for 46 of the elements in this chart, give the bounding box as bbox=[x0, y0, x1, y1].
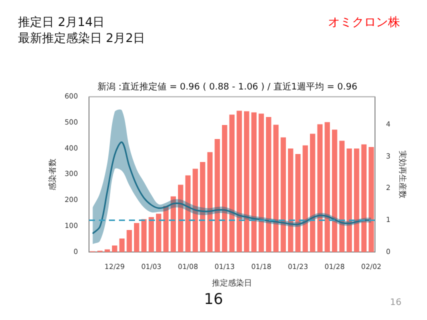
bar bbox=[324, 122, 330, 252]
text: 推定日 2月14日 bbox=[18, 14, 105, 31]
bar bbox=[361, 144, 367, 252]
bar bbox=[192, 168, 198, 252]
bar bbox=[134, 223, 140, 252]
bar bbox=[317, 124, 323, 252]
text: 16 bbox=[390, 298, 402, 308]
y2-axis-title: 実効再生産数 bbox=[398, 150, 408, 198]
text: オミクロン株 bbox=[328, 14, 400, 31]
bar bbox=[141, 219, 147, 252]
bar bbox=[156, 214, 162, 252]
bar bbox=[332, 130, 338, 252]
bar bbox=[339, 140, 345, 252]
bar bbox=[163, 206, 169, 252]
text: 16 bbox=[204, 290, 224, 308]
bar bbox=[170, 196, 176, 252]
bar bbox=[214, 138, 220, 252]
bar bbox=[200, 162, 206, 252]
bar bbox=[104, 249, 110, 252]
bar bbox=[302, 145, 308, 252]
bar bbox=[244, 111, 250, 252]
bar bbox=[368, 146, 374, 252]
bar bbox=[258, 114, 264, 252]
bar bbox=[295, 154, 301, 252]
bar bbox=[222, 124, 228, 252]
bar bbox=[236, 110, 242, 252]
bar bbox=[273, 124, 279, 252]
bar bbox=[207, 152, 213, 252]
bar bbox=[346, 148, 352, 252]
x-axis-title: 推定感染日 bbox=[212, 278, 252, 288]
y-axis-title: 感染者数 bbox=[48, 158, 57, 190]
bar bbox=[126, 230, 132, 252]
bar bbox=[280, 137, 286, 252]
bar bbox=[229, 114, 235, 252]
chart-title: 新潟 :直近推定値 = 0.96 ( 0.88 - 1.06 ) / 直近1週平均 = 0.96 bbox=[98, 82, 358, 93]
bar bbox=[178, 184, 184, 252]
bar bbox=[266, 116, 272, 252]
bar bbox=[251, 112, 257, 252]
bar bbox=[185, 175, 191, 252]
bar bbox=[288, 148, 294, 252]
bar bbox=[112, 246, 118, 252]
bar bbox=[310, 134, 316, 252]
bar bbox=[148, 217, 154, 252]
bar bbox=[119, 238, 125, 252]
text: 最新推定感染日 2月2日 bbox=[18, 30, 146, 47]
bar bbox=[354, 148, 360, 252]
